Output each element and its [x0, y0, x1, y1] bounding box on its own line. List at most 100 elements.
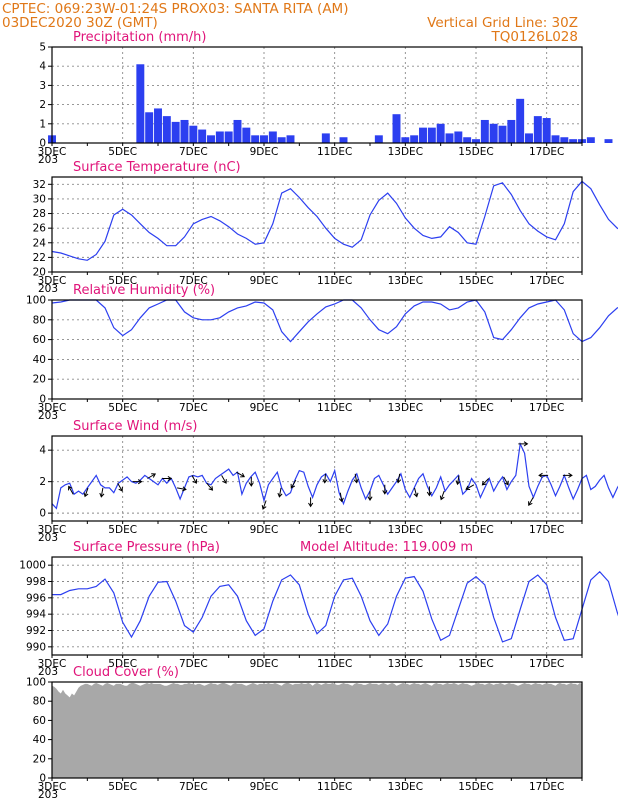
- precip-bar: [321, 133, 330, 143]
- precip-bar: [339, 137, 348, 143]
- x-tick-label: 15DEC: [458, 781, 493, 793]
- precip-title: Precipitation (mm/h): [73, 30, 206, 45]
- x-tick-label: 9DEC: [250, 275, 279, 287]
- model-id: TQ0126L028: [490, 29, 578, 45]
- x-tick-label: 7DEC: [179, 146, 208, 158]
- wind-arrow: [322, 473, 328, 484]
- rh-line: [51, 299, 618, 343]
- x-tick-label: 5DEC: [108, 524, 137, 536]
- x-axis-sublabel: 203: [38, 532, 58, 544]
- x-axis-sublabel: 203: [38, 789, 58, 800]
- wind-arrow: [503, 476, 509, 486]
- x-tick-label: 17DEC: [529, 402, 564, 414]
- wind-arrow: [465, 484, 475, 490]
- y-tick-label: 80: [33, 696, 46, 708]
- precip-bar: [171, 121, 180, 143]
- y-tick-label: 100: [26, 295, 46, 307]
- wind-arrow: [481, 478, 490, 486]
- precip-bar: [233, 119, 242, 143]
- x-tick-label: 15DEC: [458, 658, 493, 670]
- x-tick-label: 7DEC: [179, 524, 208, 536]
- y-tick-label: 4: [39, 445, 46, 457]
- precip-bar: [472, 139, 480, 143]
- precip-bar: [489, 123, 498, 143]
- wind-line: [51, 441, 618, 510]
- wind-arrow: [382, 484, 388, 495]
- wind-arrows: [68, 441, 573, 510]
- y-tick-label: 40: [33, 354, 46, 366]
- wind-arrow: [261, 500, 267, 510]
- precip-bar: [516, 98, 525, 143]
- y-tick-label: 2: [39, 99, 46, 111]
- x-tick-label: 17DEC: [529, 781, 564, 793]
- x-tick-label: 3DEC: [38, 524, 67, 536]
- x-tick-label: 3DEC: [38, 781, 67, 793]
- x-tick-label: 9DEC: [250, 146, 279, 158]
- y-tick-label: 990: [26, 641, 46, 653]
- x-tick-label: 17DEC: [529, 146, 564, 158]
- wind-title: Surface Wind (m/s): [73, 419, 197, 434]
- wind-arrow: [367, 491, 373, 502]
- x-tick-label: 5DEC: [108, 146, 137, 158]
- y-tick-label: 26: [33, 223, 47, 235]
- precip-panel: 0 1 2 3 4 5 3DEC 5DEC 7DEC 9DEC 11DEC 13DEC 15DEC 17D…: [38, 30, 613, 166]
- precip-bar: [445, 133, 454, 143]
- precip-plot-frame: [51, 46, 583, 144]
- y-tick-label: 2: [39, 476, 46, 488]
- precip-bar: [419, 127, 427, 143]
- precip-bar: [498, 125, 507, 143]
- x-tick-label: 15DEC: [458, 146, 493, 158]
- rh-panel: 0 20 40 60 80 100 3DEC 5DEC 7DEC 9DEC 11DEC 13DEC 15…: [26, 283, 618, 422]
- wind-arrow: [439, 490, 445, 501]
- x-tick-label: 5DEC: [108, 275, 137, 287]
- x-tick-label: 11DEC: [317, 146, 352, 158]
- y-tick-label: 60: [33, 715, 46, 727]
- temp-plot-frame: [51, 176, 583, 273]
- precip-bar: [480, 119, 489, 143]
- precip-bar: [286, 135, 295, 143]
- wind-panel: 0 2 4 3DEC 5DEC 7DEC 9DEC 11DEC 13DEC 15DEC 17DEC 2…: [38, 419, 618, 544]
- precip-bar: [189, 125, 198, 143]
- model-altitude-note: Model Altitude: 119.009 m: [300, 540, 473, 555]
- pressure-title: Surface Pressure (hPa): [73, 540, 220, 555]
- y-tick-label: 40: [33, 734, 46, 746]
- x-tick-label: 13DEC: [388, 275, 423, 287]
- y-tick-label: 28: [33, 208, 46, 220]
- wind-arrow: [68, 485, 74, 495]
- panels: 0 1 2 3 4 5 3DEC 5DEC 7DEC 9DEC 11DEC 13DEC 15DEC 17D…: [19, 30, 618, 800]
- run-date: 03DEC2020 30Z (GMT): [2, 15, 158, 31]
- precip-bar: [224, 131, 233, 143]
- precip-bar: [180, 119, 189, 143]
- x-tick-label: 11DEC: [317, 402, 352, 414]
- x-tick-label: 3DEC: [38, 146, 67, 158]
- precip-bar: [260, 135, 268, 143]
- precip-bar: [162, 116, 171, 143]
- precip-bar: [507, 119, 516, 143]
- y-tick-label: 32: [33, 179, 46, 191]
- x-tick-label: 5DEC: [108, 658, 137, 670]
- wind-arrow: [162, 475, 173, 482]
- precip-bar: [136, 64, 145, 143]
- wind-arrow: [248, 476, 254, 487]
- precip-bar: [392, 114, 401, 143]
- x-tick-label: 13DEC: [388, 781, 423, 793]
- x-tick-label: 13DEC: [388, 524, 423, 536]
- y-tick-label: 100: [26, 677, 46, 689]
- y-tick-label: 4: [39, 61, 46, 73]
- precip-bar: [454, 131, 463, 143]
- x-tick-label: 15DEC: [458, 402, 493, 414]
- wind-arrow: [177, 486, 187, 492]
- x-tick-label: 11DEC: [317, 781, 352, 793]
- wind-arrow: [83, 487, 89, 498]
- x-axis-sublabel: 203: [38, 666, 58, 678]
- x-tick-label: 3DEC: [38, 402, 67, 414]
- x-tick-label: 7DEC: [179, 402, 208, 414]
- y-tick-label: 0: [39, 773, 46, 785]
- precip-bar: [145, 112, 154, 143]
- precip-bar: [586, 137, 595, 143]
- x-tick-label: 3DEC: [38, 275, 67, 287]
- wind-arrow: [191, 475, 198, 484]
- y-tick-label: 22: [33, 252, 46, 264]
- x-tick-label: 15DEC: [458, 524, 493, 536]
